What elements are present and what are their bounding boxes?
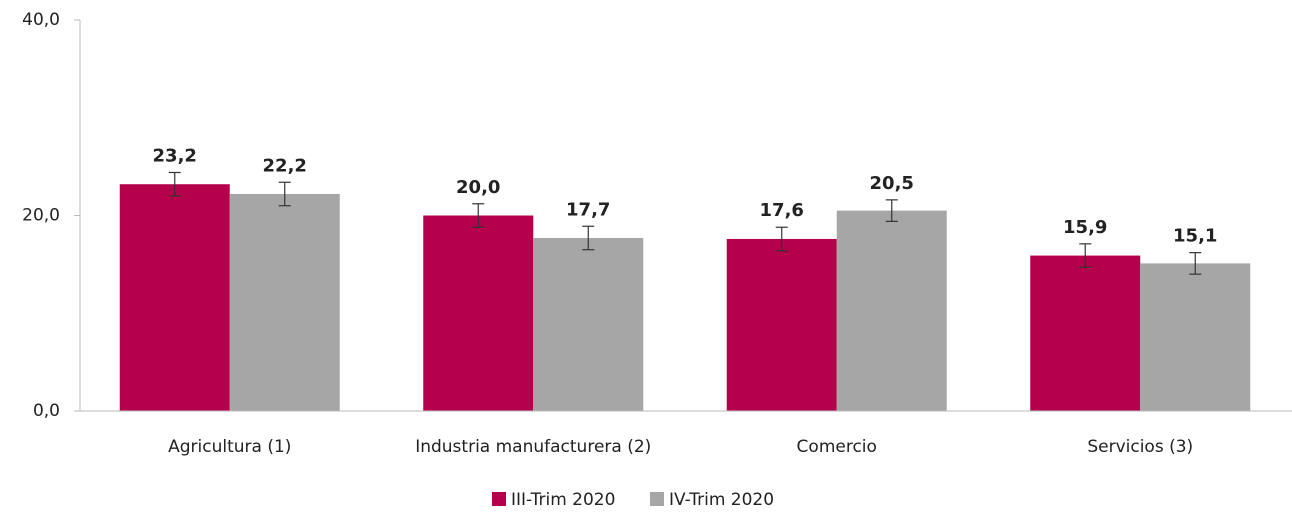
- y-tick-label: 20,0: [22, 206, 60, 226]
- x-tick-label: Industria manufacturera (2): [415, 437, 651, 457]
- bar: [836, 210, 947, 411]
- legend-label: IV-Trim 2020: [669, 490, 774, 510]
- bar: [533, 237, 644, 411]
- bar: [1140, 263, 1251, 411]
- y-tick-label: 0,0: [33, 401, 60, 421]
- value-label: 22,2: [263, 155, 307, 176]
- bar: [423, 215, 534, 411]
- bar: [119, 184, 230, 411]
- x-tick-label: Comercio: [797, 437, 877, 457]
- x-tick-label: Agricultura (1): [168, 437, 291, 457]
- y-tick-label: 40,0: [22, 10, 60, 30]
- value-label: 20,0: [456, 177, 500, 198]
- value-label: 23,2: [153, 145, 197, 166]
- bar: [1030, 255, 1141, 411]
- value-label: 15,1: [1173, 226, 1217, 247]
- x-tick-label: Servicios (3): [1087, 437, 1193, 457]
- legend-swatch: [650, 492, 664, 506]
- value-label: 17,6: [760, 200, 804, 221]
- legend-label: III-Trim 2020: [511, 490, 615, 510]
- bar: [229, 193, 340, 411]
- bar: [726, 238, 837, 411]
- value-label: 17,7: [566, 199, 610, 220]
- value-label: 15,9: [1063, 217, 1107, 238]
- legend-swatch: [492, 492, 506, 506]
- value-label: 20,5: [870, 173, 914, 194]
